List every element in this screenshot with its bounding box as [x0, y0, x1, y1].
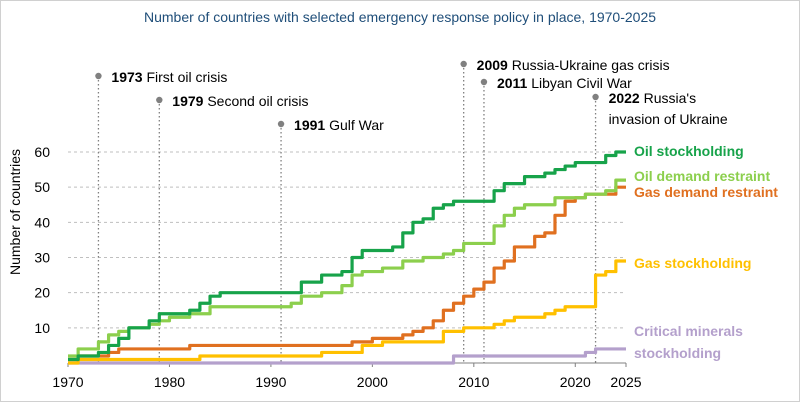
series-label-gas-stockholding: Gas stockholding: [634, 255, 751, 271]
event-marker-1973: [95, 72, 102, 80]
x-tick-2000: 2000: [357, 374, 388, 390]
gridlines: [68, 151, 626, 329]
y-tick-20: 20: [34, 285, 50, 301]
series-lines: [68, 150, 626, 365]
event-marker-1991: [277, 120, 285, 128]
event-desc-line-2022: invasion of Ukraine: [609, 111, 728, 127]
chart-title: Number of countries with selected emerge…: [144, 9, 656, 25]
event-year-2011: 2011: [497, 75, 528, 91]
series-label-critical-minerals-stockholding: Critical minerals: [634, 323, 743, 339]
y-tick-30: 30: [34, 250, 50, 266]
event-annotations: 1973 First oil crisis 1979 Second oil cri…: [95, 57, 728, 363]
series-label-oil-demand-restraint: Oil demand restraint: [634, 168, 770, 184]
series-label-oil-stockholding: Oil stockholding: [634, 143, 744, 159]
series-line-oil-stockholding: [68, 150, 626, 362]
x-tick-1990: 1990: [255, 374, 286, 390]
event-desc-2011: Libyan Civil War: [527, 75, 632, 91]
y-tick-60: 60: [34, 144, 50, 160]
y-tick-40: 40: [34, 214, 50, 230]
event-desc-2022: Russia's: [640, 90, 696, 106]
x-tick-2025: 2025: [610, 374, 641, 390]
x-tick-1980: 1980: [154, 374, 185, 390]
event-year-1991: 1991: [294, 117, 325, 133]
event-year-1973: 1973: [111, 69, 142, 85]
series-line-gas-stockholding: [68, 259, 626, 365]
y-tick-10: 10: [34, 320, 50, 336]
event-marker-2011: [480, 78, 488, 86]
event-label-2022: 2022 Russia's: [609, 90, 697, 106]
series-line-critical-minerals-stockholding: [68, 347, 626, 365]
series-line-gas-demand-restraint: [68, 185, 626, 362]
series-line-oil-demand-restraint: [68, 178, 626, 358]
series-label-critical-minerals-stockholding: stockholding: [634, 345, 721, 361]
event-marker-2009: [460, 60, 467, 68]
event-label-1973: 1973 First oil crisis: [111, 69, 227, 85]
event-marker-1979: [156, 96, 163, 104]
event-marker-2022: [592, 93, 599, 101]
y-axis-label: Number of countries: [7, 149, 23, 275]
event-desc-1991: Gulf War: [325, 117, 384, 133]
event-desc-1973: First oil crisis: [143, 69, 228, 85]
event-label-1991: 1991 Gulf War: [294, 117, 384, 133]
x-tick-2010: 2010: [458, 374, 489, 390]
x-tick-2020: 2020: [560, 374, 591, 390]
event-label-2009: 2009 Russia-Ukraine gas crisis: [477, 57, 670, 73]
event-desc-2009: Russia-Ukraine gas crisis: [508, 57, 670, 73]
axes: 10 20 30 40 50 60 1970 1980 1990 2000 2010 2020 2025: [34, 144, 641, 390]
event-year-2022: 2022: [609, 90, 640, 106]
event-year-1979: 1979: [172, 93, 203, 109]
event-desc-1979: Second oil crisis: [203, 93, 308, 109]
x-tick-1970: 1970: [52, 374, 83, 390]
event-year-2009: 2009: [477, 57, 508, 73]
series-label-gas-demand-restraint: Gas demand restraint: [634, 184, 778, 200]
y-tick-50: 50: [34, 179, 50, 195]
event-label-2011: 2011 Libyan Civil War: [497, 75, 632, 91]
event-label-1979: 1979 Second oil crisis: [172, 93, 308, 109]
